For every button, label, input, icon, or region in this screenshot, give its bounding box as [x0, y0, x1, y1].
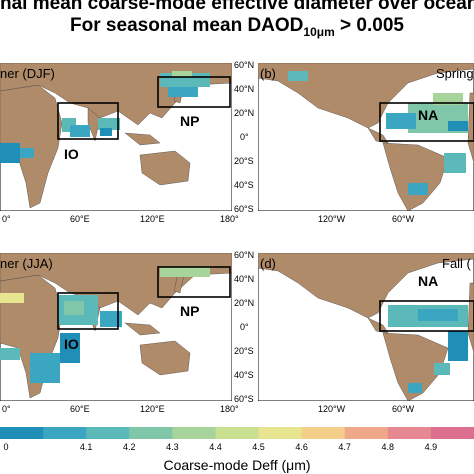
y-tick-d-5: 40°S: [234, 370, 254, 380]
colorbar-segment: [344, 427, 389, 439]
colorbar-segment: [215, 427, 260, 439]
panel-label-d: (d): [260, 256, 276, 271]
x-tick-a-3: 180°: [220, 214, 239, 224]
x-tick-c-2: 120°E: [140, 404, 165, 414]
y-tick-d-6: 60°S: [234, 394, 254, 404]
x-tick-a-0: 0°: [2, 214, 11, 224]
y-tick-d-4: 20°S: [234, 346, 254, 356]
region-label-io-a: IO: [64, 146, 79, 162]
y-tick-d-3: 0°: [240, 322, 249, 332]
map-canvas-c: [0, 253, 232, 401]
colorbar-segment: [129, 427, 173, 439]
colorbar-label: Coarse-mode Deff (μm): [163, 457, 311, 473]
panel-label-c: ner (JJA): [0, 256, 53, 271]
map-canvas-a: [0, 63, 232, 211]
colorbar-tick-label: 4.6: [295, 442, 308, 452]
region-label-np-a: NP: [180, 113, 200, 129]
y-tick-d-1: 40°N: [234, 274, 255, 284]
panel-season-d: Fall (: [442, 256, 471, 271]
x-tick-c-0: 0°: [2, 404, 11, 414]
x-tick-d-1: 60°W: [392, 404, 415, 414]
y-tick-b-5: 40°S: [234, 180, 254, 190]
region-label-io-c: IO: [64, 336, 79, 352]
x-tick-d-0: 120°W: [318, 404, 346, 414]
panel-label-b: (b): [260, 66, 276, 81]
colorbar-tick-label: 4.4: [209, 442, 222, 452]
map-canvas-b: [258, 63, 474, 211]
y-tick-b-4: 20°S: [234, 156, 254, 166]
colorbar-tick-label: 4.9: [424, 442, 438, 452]
y-tick-d-2: 20°N: [234, 298, 255, 308]
map-panel-a: ner (DJF) IO NP: [0, 63, 232, 211]
x-tick-a-1: 60°E: [70, 214, 90, 224]
figure-title-line2: For seasonal mean DAOD10μm > 0.005: [0, 16, 474, 42]
colorbar-segment: [43, 427, 87, 439]
colorbar-tick-label: 4.5: [252, 442, 265, 452]
map-panel-d: (d) Fall ( NA: [258, 253, 474, 401]
x-tick-b-0: 120°W: [318, 214, 346, 224]
title-prefix: For seasonal mean DAOD: [70, 15, 304, 36]
figure-title-line1: nal mean coarse-mode effective diameter …: [0, 0, 474, 14]
colorbar: [0, 427, 474, 439]
y-tick-d-0: 60°N: [234, 250, 255, 260]
colorbar-tick-label: 4.2: [123, 442, 136, 452]
colorbar-tick-label: 0: [3, 442, 9, 452]
map-panel-b: (b) Spring NA: [258, 63, 474, 211]
y-tick-b-0: 60°N: [234, 60, 255, 70]
colorbar-segment: [86, 427, 130, 439]
title-suffix: > 0.005: [334, 15, 404, 36]
colorbar-tick-label: 4.7: [338, 442, 351, 452]
map-panel-c: ner (JJA) IO NP: [0, 253, 232, 401]
colorbar-tick-label: 4.1: [79, 442, 93, 452]
colorbar-segment: [0, 427, 44, 439]
y-tick-b-3: 0°: [240, 132, 249, 142]
title-subscript: 10μm: [303, 24, 335, 39]
x-tick-a-2: 120°E: [140, 214, 165, 224]
colorbar-segment: [430, 427, 474, 439]
colorbar-tick-label: 4.3: [166, 442, 179, 452]
colorbar-segment: [301, 427, 346, 439]
colorbar-segment: [172, 427, 216, 439]
region-label-np-c: NP: [180, 303, 200, 319]
x-tick-b-1: 60°W: [392, 214, 415, 224]
colorbar-tick-label: 4.8: [381, 442, 395, 452]
panel-label-a: ner (DJF): [0, 66, 55, 81]
colorbar-segment: [258, 427, 303, 439]
panel-season-b: Spring: [436, 66, 474, 81]
y-tick-b-1: 40°N: [234, 84, 255, 94]
map-canvas-d: [258, 253, 474, 401]
colorbar-segment: [387, 427, 432, 439]
x-tick-c-3: 180°: [220, 404, 239, 414]
y-tick-b-2: 20°N: [234, 108, 255, 118]
x-tick-c-1: 60°E: [70, 404, 90, 414]
region-label-na-d: NA: [418, 273, 439, 289]
y-tick-b-6: 60°S: [234, 204, 254, 214]
region-label-na-b: NA: [418, 107, 439, 123]
